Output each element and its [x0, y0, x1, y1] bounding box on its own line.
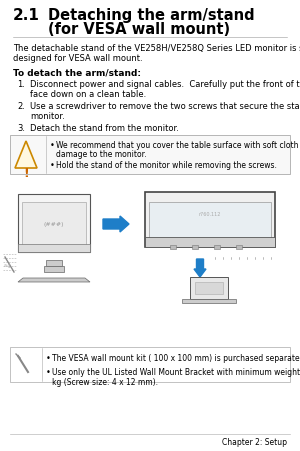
Text: monitor.: monitor. — [30, 112, 65, 121]
FancyArrow shape — [194, 259, 206, 277]
Bar — [190, 277, 228, 299]
Text: 2.: 2. — [17, 102, 25, 111]
Polygon shape — [18, 278, 90, 282]
Bar — [10, 136, 290, 175]
Text: kg (Screw size: 4 x 12 mm).: kg (Screw size: 4 x 12 mm). — [52, 377, 158, 386]
Text: •: • — [50, 161, 55, 170]
Text: damage to the monitor.: damage to the monitor. — [56, 150, 146, 159]
Text: Detach the stand from the monitor.: Detach the stand from the monitor. — [30, 124, 179, 133]
Bar — [236, 245, 242, 249]
Text: a·g: a·g — [4, 262, 12, 267]
Text: 2.1: 2.1 — [13, 8, 40, 23]
Bar — [18, 244, 90, 253]
Text: Chapter 2: Setup: Chapter 2: Setup — [222, 437, 287, 446]
Bar — [170, 245, 176, 249]
Text: face down on a clean table.: face down on a clean table. — [30, 90, 146, 99]
Text: •: • — [46, 367, 51, 376]
FancyArrow shape — [103, 216, 129, 232]
Bar — [145, 193, 275, 248]
Text: To detach the arm/stand:: To detach the arm/stand: — [13, 68, 141, 77]
Bar — [46, 260, 62, 267]
Text: Hold the stand of the monitor while removing the screws.: Hold the stand of the monitor while remo… — [56, 161, 277, 170]
Text: (for VESA wall mount): (for VESA wall mount) — [48, 22, 230, 37]
Text: Use only the UL Listed Wall Mount Bracket with minimum weight/load 16.4: Use only the UL Listed Wall Mount Bracke… — [52, 367, 300, 376]
Polygon shape — [15, 142, 37, 169]
Bar — [149, 202, 271, 244]
Bar — [182, 299, 236, 304]
Text: Disconnect power and signal cables.  Carefully put the front of the monitor: Disconnect power and signal cables. Care… — [30, 80, 300, 89]
Bar — [145, 238, 275, 248]
Bar — [18, 194, 90, 253]
Bar — [214, 245, 220, 249]
Text: designed for VESA wall mount.: designed for VESA wall mount. — [13, 54, 142, 63]
Bar — [10, 347, 290, 382]
Text: We recommend that you cover the table surface with soft cloth to prevent: We recommend that you cover the table su… — [56, 141, 300, 150]
Text: 3.: 3. — [17, 124, 25, 133]
Text: (###): (###) — [44, 222, 64, 227]
Bar — [22, 202, 86, 249]
Text: •: • — [46, 353, 51, 362]
Text: r760.112: r760.112 — [199, 212, 221, 217]
Text: 1.: 1. — [17, 80, 25, 89]
Text: !: ! — [23, 166, 29, 179]
Text: Use a screwdriver to remove the two screws that secure the stand to the: Use a screwdriver to remove the two scre… — [30, 102, 300, 111]
Text: The detachable stand of the VE258H/VE258Q Series LED monitor is specially: The detachable stand of the VE258H/VE258… — [13, 44, 300, 53]
Bar — [44, 267, 64, 272]
Text: The VESA wall mount kit ( 100 x 100 mm) is purchased separately.: The VESA wall mount kit ( 100 x 100 mm) … — [52, 353, 300, 362]
Text: •: • — [50, 141, 55, 150]
Text: Detaching the arm/stand: Detaching the arm/stand — [48, 8, 255, 23]
Bar — [192, 245, 198, 249]
Bar — [195, 282, 223, 295]
